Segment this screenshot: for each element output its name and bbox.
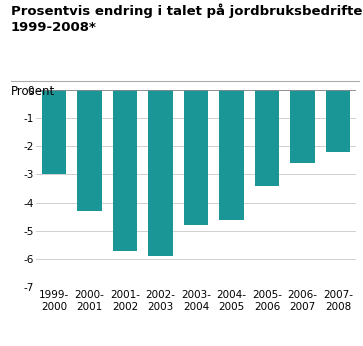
Text: Prosentvis endring i talet på jordbruksbedrifter.
1999-2008*: Prosentvis endring i talet på jordbruksb… [11,3,363,34]
Bar [290,90,315,163]
Bar [113,90,138,251]
Text: Prosent: Prosent [11,85,55,98]
Bar [184,90,208,225]
Bar [254,90,280,186]
Bar [326,90,350,152]
Bar [219,90,244,220]
Bar [77,90,102,211]
Bar [42,90,66,174]
Bar [148,90,173,256]
